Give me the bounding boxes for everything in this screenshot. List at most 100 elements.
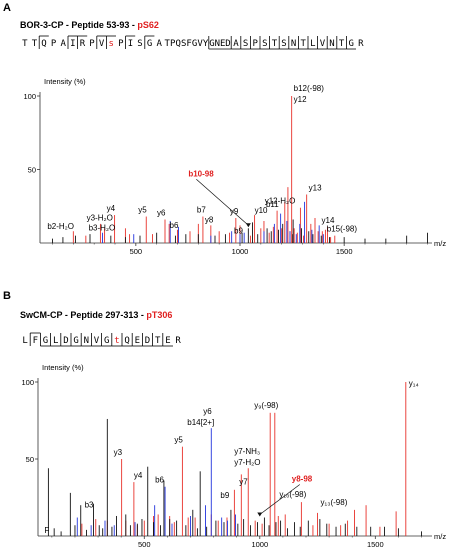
sequence-residue: D [145, 336, 150, 346]
sequence-residue: A [60, 39, 66, 49]
sequence-residue: T [300, 39, 306, 49]
sequence-residue: T [155, 336, 161, 346]
y-tick-label: 50 [28, 166, 36, 175]
sequence-residue: t [114, 336, 119, 346]
sequence-residue: G [348, 39, 353, 49]
sequence-residue: T [339, 39, 345, 49]
peak-annotation: y₉(-98) [254, 401, 278, 410]
peptide-range: Peptide 297-313 [70, 310, 139, 320]
y-axis-label: Intensity (%) [42, 363, 84, 372]
sequence-residue: E [165, 336, 170, 346]
sequence-residue: Q [41, 39, 46, 49]
sequence-residue: V [320, 39, 326, 49]
x-tick-label: 1500 [367, 540, 384, 549]
sequence-residue: G [147, 39, 152, 49]
panel-b-title: SwCM-CP - Peptide 297-313 - pT306 [20, 310, 172, 320]
sequence-residue: E [135, 336, 140, 346]
peak-annotation: b9 [234, 226, 243, 235]
sequence-residue: I [70, 39, 75, 49]
panel-letter-a: A [3, 2, 11, 14]
sequence-residue: P [252, 39, 258, 49]
peak-annotation: b6 [170, 221, 179, 230]
panel-a-title: BOR-3-CP - Peptide 53-93 - pS62 [20, 20, 159, 30]
sequence-residue: A [156, 39, 162, 49]
title-separator: - [138, 310, 147, 320]
sequence-residue: S [262, 39, 267, 49]
peak-annotation: y₁₃(-98) [321, 498, 348, 507]
protein-name: SwCM-CP [20, 310, 63, 320]
peak-annotation: y5 [138, 206, 147, 215]
y-tick-label: 100 [23, 92, 36, 101]
peak-annotation: y4 [107, 204, 116, 213]
peak-annotation: b7 [197, 206, 206, 215]
sequence-residue: N [84, 336, 89, 346]
sequence-residue: N [291, 39, 296, 49]
title-separator: - [62, 310, 71, 320]
sequence-residue: G [43, 336, 48, 346]
peak-annotation: y8 [205, 215, 214, 224]
peak-annotation: y7 [239, 477, 248, 486]
y-tick-label: 100 [21, 378, 34, 387]
sequence-residue: P [89, 39, 95, 49]
peak-annotation: y4 [134, 471, 143, 480]
annotation-arrow [259, 484, 301, 515]
sequence-residue: S [281, 39, 286, 49]
sequence-residue: S [243, 39, 248, 49]
sequence-residue: F [33, 336, 38, 346]
sequence-residue: L [310, 39, 315, 49]
peak-annotation: b11 [266, 200, 279, 209]
peak-annotation: y9 [230, 207, 239, 216]
peak-annotation: y₁₀(-98) [279, 490, 306, 499]
y-axis-label: Intensity (%) [44, 77, 86, 86]
peak-annotation: y3 [114, 448, 123, 457]
sequence-residue: P [51, 39, 57, 49]
peak-annotation: b15(-98) [327, 225, 358, 234]
y-tick-label: 50 [26, 455, 34, 464]
panel-letter-b: B [3, 290, 11, 302]
peak-annotation: b3 [85, 501, 94, 510]
peak-annotation: y8-98 [292, 475, 313, 484]
peak-annotation: b9 [220, 491, 229, 500]
sequence-residue: GNED [209, 39, 230, 49]
title-separator: - [129, 20, 138, 30]
annotation-arrow [196, 179, 249, 226]
sequence-residue: N [329, 39, 334, 49]
phospho-site: pT306 [146, 310, 173, 320]
peptide-range: Peptide 53-93 [71, 20, 130, 30]
sequence-residue: G [104, 336, 109, 346]
peak-annotation: y10 [255, 206, 268, 215]
sequence-residue: I [128, 39, 133, 49]
sequence-residue: L [22, 336, 27, 346]
sequence-residue: TPQSFGVY [165, 39, 209, 49]
peak-annotation: b2-H₂O [47, 222, 74, 231]
peak-annotation: b3-H₂O [89, 223, 116, 232]
peak-annotation: y12 [294, 95, 307, 104]
peak-annotation: b10-98 [188, 169, 214, 178]
peak-annotation: y12-H₂O [265, 197, 296, 206]
peak-annotation: b6 [155, 476, 164, 485]
x-tick-label: 500 [130, 247, 143, 256]
sequence-residue: s [108, 39, 113, 49]
peak-annotation: y7-H₂O [234, 458, 260, 467]
peak-annotation: b12(-98) [294, 84, 325, 93]
title-separator: - [63, 20, 72, 30]
x-tick-label: 1000 [232, 247, 249, 256]
sequence-residue: V [99, 39, 105, 49]
peak-annotation: F [44, 526, 49, 535]
sequence-residue: L [53, 336, 58, 346]
sequence-residue: D [63, 336, 68, 346]
peak-annotation: y7-NH₃ [234, 447, 260, 456]
protein-name: BOR-3-CP [20, 20, 64, 30]
sequence-residue: T [272, 39, 278, 49]
arrow-head [245, 223, 251, 228]
phospho-site: pS62 [137, 20, 159, 30]
sequence-residue: V [94, 336, 100, 346]
x-axis-label: m/z [434, 239, 446, 248]
x-tick-label: 500 [138, 540, 151, 549]
sequence-residue: Q [124, 336, 129, 346]
peak-annotation: b14[2+] [187, 418, 214, 427]
sequence-residue: R [80, 39, 86, 49]
sequence-residue: R [175, 336, 181, 346]
x-tick-label: 1500 [336, 247, 353, 256]
